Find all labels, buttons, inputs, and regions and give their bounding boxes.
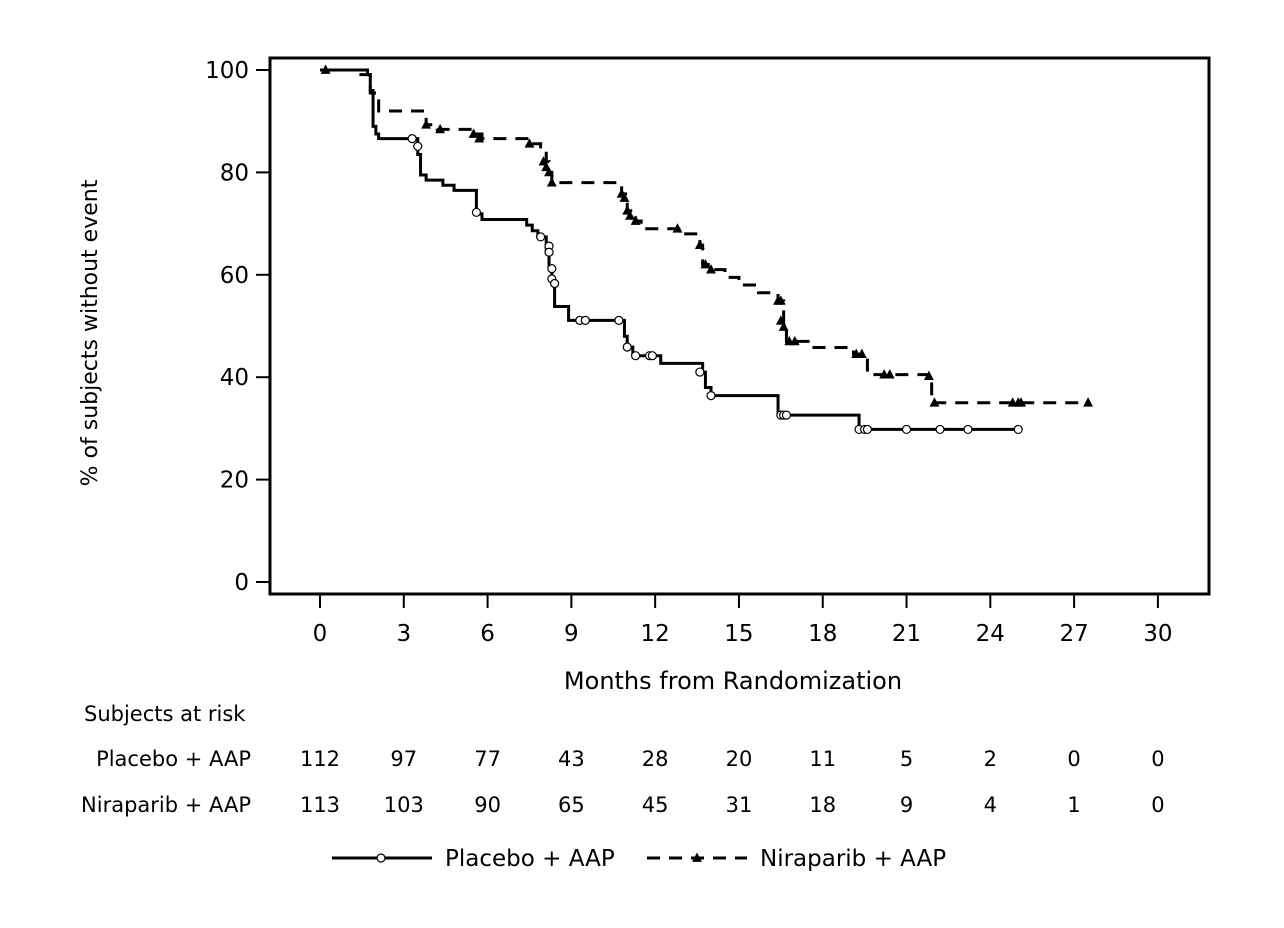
censor-marker-niraparib (778, 321, 789, 331)
x-axis-label: Months from Randomization (564, 667, 902, 695)
y-axis-label: % of subjects without event (78, 179, 103, 486)
y-tick-label: 80 (220, 160, 249, 186)
x-tick-label: 3 (396, 621, 411, 647)
censor-marker-placebo (695, 367, 705, 377)
risk-value: 1 (1067, 793, 1080, 817)
risk-value: 4 (984, 793, 997, 817)
legend-marker-placebo (376, 853, 386, 863)
censor-marker-placebo (550, 278, 560, 289)
censor-marker-placebo (580, 315, 590, 325)
censor-marker-placebo (413, 141, 423, 151)
censor-marker-placebo (471, 207, 482, 217)
risk-value: 28 (642, 747, 669, 771)
risk-table-title: Subjects at risk (84, 702, 246, 726)
x-tick-label: 30 (1143, 621, 1172, 647)
y-axis: 0 20 40 60 80 100 (205, 58, 270, 596)
x-axis: 0 3 6 9 12 15 18 21 24 27 30 (313, 594, 1173, 647)
censor-marker-niraparib (619, 192, 630, 202)
risk-table: Subjects at risk Placebo + AAP 112 97 77 43 2… (81, 702, 1165, 817)
censor-marker-placebo (781, 410, 792, 420)
risk-value: 20 (726, 747, 753, 771)
risk-value: 0 (1151, 793, 1164, 817)
censor-marker-placebo (963, 424, 973, 435)
risk-value: 11 (809, 747, 836, 771)
censor-marker-niraparib (884, 369, 895, 379)
censor-marker-niraparib (546, 177, 557, 187)
censor-marker-niraparib (694, 239, 705, 249)
risk-value: 77 (474, 747, 501, 771)
censor-marker-niraparib (923, 370, 934, 381)
censor-marker-placebo (536, 232, 546, 242)
risk-value: 90 (474, 793, 501, 817)
plot-series (320, 64, 1094, 435)
censor-marker-placebo (544, 247, 554, 257)
x-tick-label: 15 (724, 621, 753, 647)
x-tick-label: 6 (480, 621, 495, 647)
censor-marker-niraparib (474, 133, 485, 143)
censor-marker-niraparib (320, 64, 331, 74)
censor-marker-placebo (622, 342, 632, 352)
legend-label-niraparib: Niraparib + AAP (760, 846, 946, 872)
risk-value: 112 (300, 747, 340, 771)
x-tick-label: 18 (808, 621, 837, 647)
censor-marker-placebo (407, 134, 417, 144)
censor-marker-niraparib (929, 397, 940, 407)
risk-value: 45 (642, 793, 669, 817)
censor-marker-placebo (614, 315, 624, 325)
y-tick-label: 40 (220, 365, 249, 391)
censor-marker-niraparib (789, 335, 800, 346)
x-tick-label: 21 (892, 621, 921, 647)
risk-row-label: Niraparib + AAP (81, 793, 251, 817)
censor-marker-placebo (631, 351, 641, 361)
risk-value: 5 (900, 747, 913, 771)
y-tick-label: 0 (234, 570, 249, 596)
risk-value: 113 (300, 793, 340, 817)
risk-value: 18 (809, 793, 836, 817)
censor-marker-niraparib (775, 295, 786, 305)
censor-marker-placebo (935, 424, 945, 435)
censor-marker-placebo (547, 264, 557, 274)
censor-marker-niraparib (630, 215, 641, 225)
risk-value: 65 (558, 793, 585, 817)
risk-row-label: Placebo + AAP (96, 747, 251, 771)
risk-value: 9 (900, 793, 913, 817)
censor-marker-placebo (706, 391, 716, 401)
censor-marker-niraparib (421, 119, 432, 129)
x-tick-label: 27 (1059, 621, 1088, 647)
series-line-niraparib (320, 68, 1089, 405)
censor-marker-placebo (862, 424, 873, 435)
risk-value: 97 (390, 747, 417, 771)
censor-marker-niraparib (435, 123, 446, 134)
x-tick-label: 24 (976, 621, 1005, 647)
censor-marker-placebo (647, 351, 657, 361)
censor-marker-niraparib (1083, 397, 1094, 407)
censor-marker-placebo (1013, 424, 1023, 435)
x-tick-label: 12 (641, 621, 670, 647)
censor-marker-niraparib (468, 128, 479, 138)
legend-marker-niraparib (692, 852, 702, 862)
y-tick-label: 20 (220, 468, 249, 494)
risk-value: 103 (384, 793, 424, 817)
legend-label-placebo: Placebo + AAP (445, 846, 615, 872)
censor-marker-niraparib (672, 223, 683, 233)
censor-marker-niraparib (700, 259, 711, 269)
risk-value: 0 (1151, 747, 1164, 771)
censor-marker-niraparib (856, 348, 867, 359)
y-tick-label: 60 (220, 263, 249, 289)
y-tick-label: 100 (205, 58, 249, 84)
censor-marker-niraparib (1016, 397, 1026, 407)
risk-value: 2 (984, 747, 997, 771)
x-tick-label: 9 (564, 621, 579, 647)
legend: Placebo + AAP Niraparib + AAP (332, 846, 946, 872)
censor-marker-niraparib (544, 166, 554, 177)
censor-marker-niraparib (625, 210, 635, 220)
censor-marker-placebo (901, 424, 912, 435)
censor-marker-niraparib (524, 138, 535, 148)
risk-value: 0 (1067, 747, 1080, 771)
risk-value: 31 (726, 793, 753, 817)
censor-marker-niraparib (706, 264, 716, 274)
x-tick-label: 0 (313, 621, 328, 647)
risk-value: 43 (558, 747, 585, 771)
